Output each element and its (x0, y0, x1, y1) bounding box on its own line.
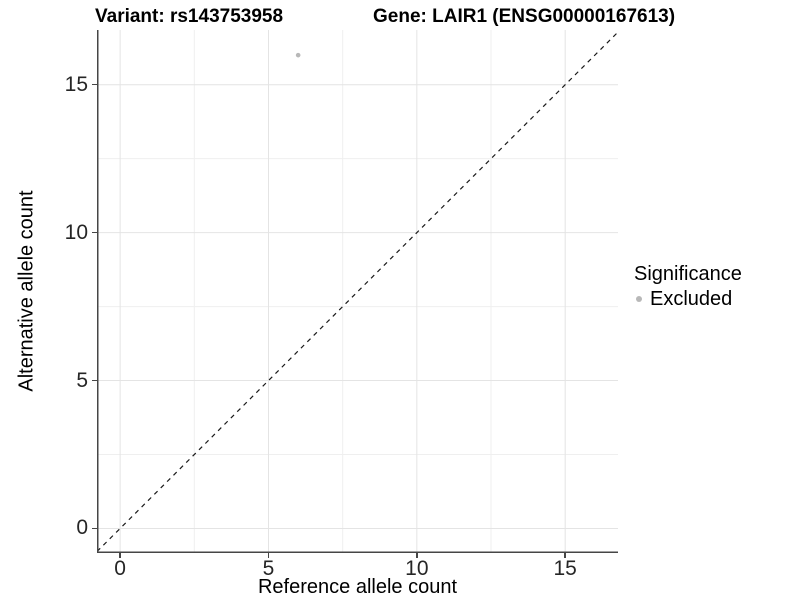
legend: Significance Excluded (634, 263, 742, 310)
chart-svg (97, 30, 618, 553)
y-tick-label: 15 (64, 72, 88, 96)
y-tick-label: 10 (64, 220, 88, 244)
y-tick-mark (92, 83, 97, 86)
x-tick-mark (267, 553, 270, 558)
x-tick-label: 5 (262, 557, 275, 580)
legend-item: Excluded (636, 288, 742, 310)
x-tick-mark (416, 553, 418, 558)
x-tick-mark (119, 553, 121, 558)
y-axis-title: Alternative allele count (15, 190, 38, 392)
point-marker-icon (636, 296, 642, 302)
x-tick-label: 15 (553, 557, 577, 580)
y-tick-mark (92, 379, 97, 382)
y-tick-mark (92, 231, 97, 234)
x-tick-label: 10 (405, 557, 429, 580)
x-tick-mark (564, 553, 566, 558)
y-tick-mark (92, 527, 97, 530)
y-tick-label: 5 (76, 368, 88, 392)
plot-title-gene: Gene: LAIR1 (ENSG00000167613) (373, 6, 676, 27)
chart-panel (97, 30, 618, 553)
legend-title: Significance (634, 263, 742, 285)
diagonal-reference-line (97, 31, 618, 552)
x-axis-title: Reference allele count (257, 576, 457, 598)
plot-title-variant: Variant: rs143753958 (95, 6, 284, 27)
x-tick-label: 0 (114, 557, 126, 580)
scatter-point (295, 52, 301, 58)
y-tick-label: 0 (76, 516, 88, 540)
legend-item-label: Excluded (650, 288, 733, 310)
